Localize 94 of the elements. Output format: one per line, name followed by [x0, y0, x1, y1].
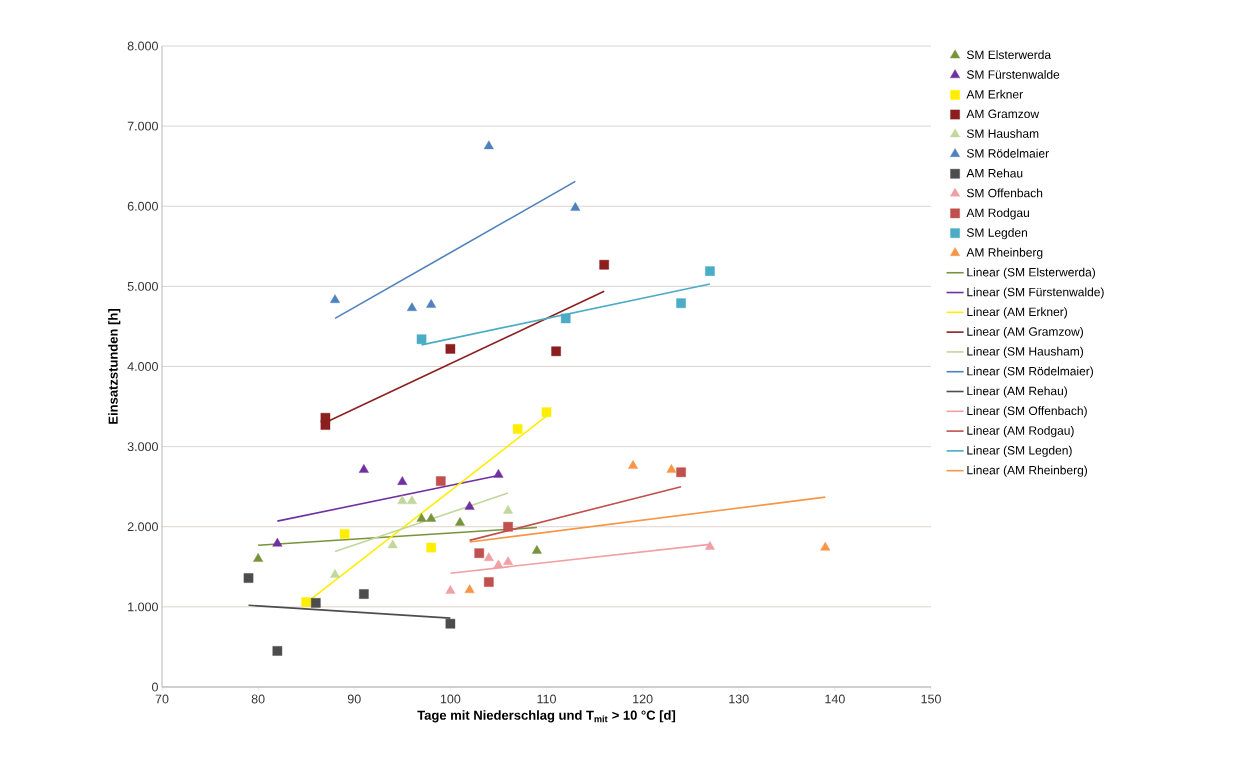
legend-label: Linear (SM Hausham): [967, 346, 1084, 358]
point: [531, 545, 542, 554]
point: [483, 552, 494, 561]
legend-label: Linear (SM Fürstenwalde): [967, 287, 1104, 299]
legend-label: AM Gramzow: [966, 109, 1040, 119]
point: [330, 294, 340, 303]
legend-label: AM Rodgau: [966, 208, 1029, 220]
point: [705, 266, 715, 276]
point: [474, 548, 485, 558]
point: [320, 420, 331, 430]
legend-label: Linear (SM Elsterwerda): [967, 267, 1096, 279]
legend-label: Linear (AM Erkner): [967, 307, 1067, 319]
legend-label: AM Erkner: [966, 89, 1023, 99]
legend-label: SM Rödelmaier: [966, 148, 1049, 158]
point: [570, 202, 581, 211]
point: [253, 553, 264, 562]
x-tick-label: 120: [633, 694, 653, 704]
legend-label: SM Hausham: [966, 129, 1039, 138]
y-tick-label: 6.000: [127, 201, 158, 211]
point: [272, 646, 283, 656]
y-tick-label: 7.000: [127, 121, 158, 131]
x-axis-title: Tage mit Niederschlag und T$_{mit}$ > 10 °C [d]: [417, 710, 676, 723]
y-tick-label: 2.000: [127, 522, 158, 532]
point: [464, 501, 475, 510]
y-tick-label: 8.000: [127, 41, 158, 51]
point: [560, 313, 571, 324]
legend-label: SM Elsterwerda: [966, 50, 1052, 60]
point: [339, 529, 350, 539]
legend-label: AM Rheinberg: [966, 247, 1043, 260]
point: [301, 597, 311, 607]
legend-label: Linear (SM Legden): [967, 445, 1072, 457]
y-tick-label: 0: [152, 682, 158, 692]
point: [272, 537, 283, 547]
point: [676, 298, 686, 308]
legend-label: Linear (AM Rehau): [967, 386, 1068, 398]
point: [243, 573, 254, 583]
y-tick-label: 4.000: [127, 362, 158, 371]
point: [311, 598, 321, 608]
legend-label: AM Rehau: [966, 168, 1023, 178]
point: [406, 495, 417, 505]
point: [551, 346, 561, 357]
point: [416, 513, 427, 522]
x-tick-label: 130: [729, 694, 749, 704]
point: [359, 589, 369, 599]
point: [445, 344, 456, 354]
point: [397, 476, 408, 485]
x-tick-label: 90: [347, 694, 361, 704]
point: [416, 334, 427, 345]
point: [483, 140, 494, 150]
point: [820, 541, 831, 551]
x-tick-label: 140: [825, 694, 845, 704]
point: [503, 521, 513, 532]
point: [358, 464, 369, 473]
point: [704, 541, 715, 550]
legend-label: Linear (AM Gramzow): [967, 327, 1083, 339]
point: [493, 559, 504, 569]
point: [541, 407, 552, 417]
point: [426, 299, 437, 308]
point: [426, 542, 436, 553]
legend-label: SM Offenbach: [966, 188, 1043, 198]
legend-label: SM Legden: [966, 228, 1027, 240]
point: [445, 618, 456, 629]
y-tick-label: 1.000: [128, 602, 158, 612]
legend-label: Linear (SM Offenbach): [967, 406, 1087, 418]
point: [493, 468, 504, 478]
x-tick-label: 70: [155, 694, 169, 704]
point: [512, 424, 523, 434]
y-tick-label: 3.000: [127, 442, 158, 452]
point: [503, 556, 514, 565]
x-tick-label: 150: [921, 694, 941, 704]
x-tick-label: 80: [251, 694, 265, 704]
point: [426, 513, 437, 522]
point: [435, 476, 446, 486]
point: [445, 585, 456, 594]
legend-label: SM Fürstenwalde: [966, 70, 1060, 79]
legend-label: Linear (AM Rodgau): [967, 426, 1074, 438]
point: [397, 495, 408, 505]
point: [503, 505, 514, 514]
y-axis-title: Einsatzstunden [h]: [108, 309, 121, 424]
point: [484, 577, 494, 587]
point: [676, 467, 686, 478]
point: [599, 259, 609, 270]
point: [628, 460, 638, 469]
point: [406, 302, 417, 311]
legend-label: Linear (AM Rheinberg): [967, 465, 1088, 477]
x-tick-label: 100: [440, 694, 461, 704]
y-tick-label: 5.000: [127, 281, 158, 291]
point: [455, 517, 465, 526]
point: [464, 584, 475, 593]
point: [387, 539, 398, 549]
legend-label: Linear (SM Rödelmaier): [967, 366, 1094, 378]
point: [330, 569, 340, 578]
x-tick-label: 110: [537, 694, 556, 704]
point: [666, 464, 677, 473]
